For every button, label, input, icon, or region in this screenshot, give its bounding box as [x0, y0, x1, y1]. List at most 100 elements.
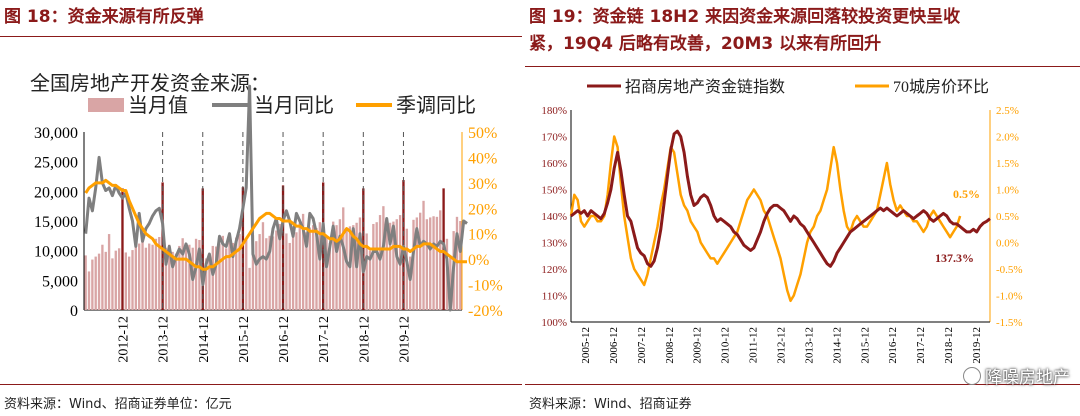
bar — [328, 242, 332, 310]
x-tick-label: 2016-12 — [277, 316, 292, 363]
bar — [204, 258, 208, 310]
x-tick-label: 2006-12 — [608, 327, 620, 364]
bar — [311, 225, 315, 310]
bar — [258, 234, 261, 310]
bar — [198, 239, 201, 310]
bar — [144, 247, 148, 310]
y-tick-label-right: -0.5% — [996, 264, 1023, 276]
bar — [218, 243, 221, 310]
bar — [429, 217, 432, 310]
bar — [291, 226, 295, 310]
bar — [308, 227, 311, 310]
x-tick-label: 2019-12 — [397, 316, 412, 363]
y-tick-label-right: 20% — [468, 201, 497, 218]
legend-label-yoy: 当月同比 — [254, 94, 334, 117]
bar — [408, 256, 412, 310]
bar — [432, 216, 435, 310]
bar — [358, 217, 362, 310]
bar — [111, 258, 114, 310]
bar — [174, 253, 178, 310]
y-tick-label-left: 150% — [541, 185, 567, 197]
y-tick-label-right: 0.5% — [996, 211, 1019, 223]
bar — [388, 222, 392, 310]
bar — [241, 187, 245, 310]
bar — [211, 245, 214, 310]
x-tick-label: 2016-12 — [887, 327, 899, 364]
bar — [238, 234, 241, 310]
y-tick-label-right: 0% — [468, 252, 489, 269]
bar — [117, 248, 121, 310]
bar — [151, 244, 154, 310]
x-tick-label: 2009-12 — [692, 327, 704, 364]
bar — [385, 223, 388, 310]
series-line-sa-yoy — [84, 178, 467, 271]
bar — [275, 230, 278, 310]
x-tick-label: 2007-12 — [636, 327, 648, 364]
y-tick-label-left: 180% — [541, 105, 567, 117]
bar — [104, 251, 107, 310]
legend-swatch-monthly — [88, 98, 124, 112]
legend-label-price: 70城房价环比 — [893, 78, 989, 96]
bar — [114, 250, 117, 310]
bar — [251, 235, 255, 310]
legend-label-sa-yoy: 季调同比 — [396, 94, 476, 117]
y-tick-label-right: 10% — [468, 227, 497, 244]
legend-label-index: 招商房地产资金链指数 — [625, 78, 785, 96]
series-line-index — [570, 129, 991, 268]
annotation-price: 0.5% — [953, 187, 980, 201]
bar — [255, 241, 258, 310]
annotation-index: 137.3% — [935, 251, 974, 265]
bar — [295, 232, 298, 310]
bar — [325, 237, 328, 310]
y-tick-label-right: 50% — [468, 125, 497, 142]
bar — [228, 239, 231, 310]
bar — [268, 235, 271, 310]
watermark-text: 降噪房地产 — [985, 368, 1070, 388]
bar — [188, 244, 191, 310]
y-tick-label-right: 0.0% — [996, 238, 1019, 250]
bar — [178, 245, 181, 310]
bar — [352, 225, 355, 310]
bar — [221, 235, 224, 310]
y-tick-label-right: -1.5% — [996, 317, 1023, 329]
y-tick-label-right: 40% — [468, 150, 497, 167]
bar — [449, 257, 452, 310]
bar — [97, 253, 101, 310]
left-figure-title: 图 18：资金来源有所反弹 — [4, 7, 204, 27]
bar — [208, 256, 211, 310]
bar — [288, 242, 291, 310]
bar — [412, 219, 415, 310]
bar — [332, 221, 335, 310]
bar — [121, 188, 124, 310]
x-tick-label: 2008-12 — [664, 327, 676, 364]
bar — [161, 182, 164, 310]
bar — [425, 219, 429, 310]
bar — [285, 233, 288, 310]
left-source-rule — [0, 384, 522, 385]
bar — [124, 252, 127, 310]
bar — [265, 238, 268, 310]
x-tick-label: 2013-12 — [157, 316, 172, 363]
y-tick-label-right: 1.0% — [996, 185, 1019, 197]
x-tick-label: 2014-12 — [831, 327, 843, 364]
right-figure-title: 图 19：资金链 18H2 来因资金来源回落较投资更快呈收 紧，19Q4 后略有… — [529, 4, 960, 58]
bar — [245, 239, 248, 310]
bar — [184, 247, 188, 310]
bar — [392, 221, 395, 310]
bar — [342, 207, 345, 310]
x-tick-label: 2011-12 — [748, 327, 760, 363]
y-tick-label-left: 0 — [70, 303, 78, 320]
bar — [365, 233, 368, 310]
y-tick-label-left: 130% — [541, 238, 567, 250]
bar — [168, 244, 171, 310]
bar — [94, 256, 97, 310]
bar — [148, 243, 151, 310]
left-source: 资料来源：Wind、招商证券单位：亿元 — [4, 397, 232, 412]
bar — [368, 250, 372, 310]
x-tick-label: 2017-12 — [317, 316, 332, 363]
right-chart: 招商房地产资金链指数 70城房价环比 180% 170% 160% 150% 140% 130… — [541, 78, 1023, 364]
bar — [101, 244, 104, 310]
bar — [231, 242, 235, 310]
bar — [87, 271, 91, 310]
bar — [214, 246, 218, 310]
